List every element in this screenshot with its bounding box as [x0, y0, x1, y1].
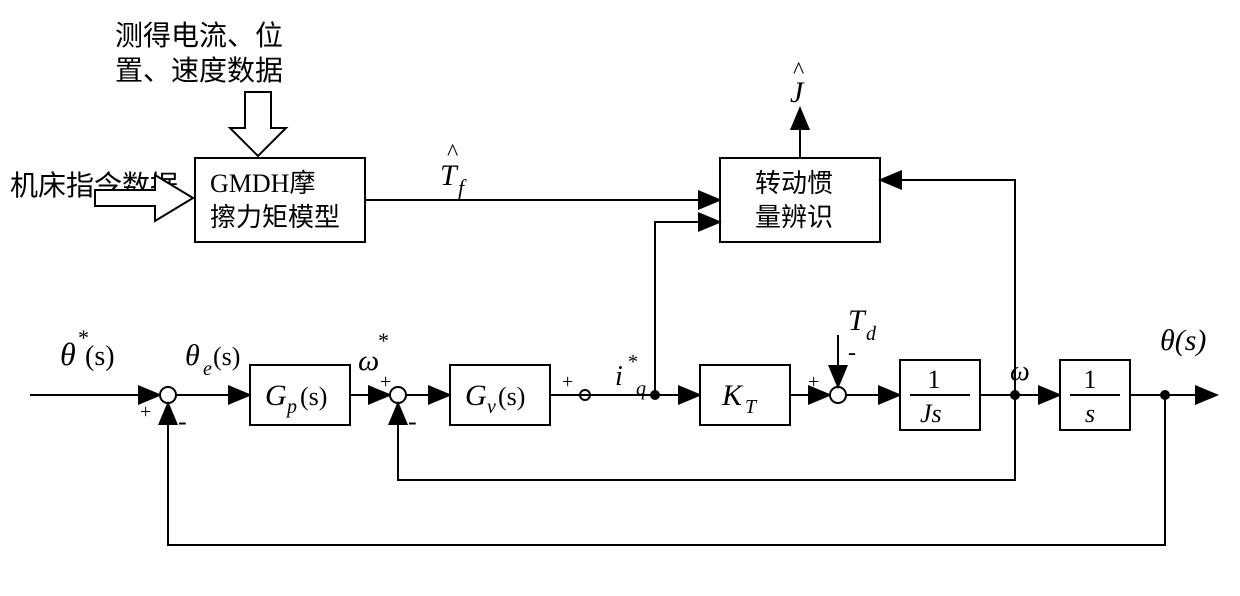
block-gmdh: GMDH摩 擦力矩模型 [195, 158, 365, 242]
label-theta-star: θ * (s) [60, 325, 115, 372]
svg-text:T: T [848, 304, 867, 337]
sign-sum2-minus: - [408, 407, 417, 436]
label-j-hat: ^ J [790, 58, 805, 109]
label-theta-out: θ(s) [1160, 324, 1206, 357]
svg-text:T: T [440, 159, 459, 192]
svg-text:G: G [465, 379, 487, 412]
svg-text:(s): (s) [213, 342, 240, 371]
svg-text:θ: θ [185, 339, 200, 372]
label-measured-data-b: 置、速度数据 [115, 55, 283, 87]
block-gv: G v (s) [450, 365, 550, 425]
svg-text:e: e [203, 358, 212, 380]
svg-text:T: T [745, 396, 758, 418]
svg-text:1: 1 [928, 365, 941, 394]
inertia-text-a: 转动惯 [755, 169, 833, 198]
label-theta-e: θ e (s) [185, 339, 240, 380]
svg-text:(s): (s) [85, 341, 115, 372]
svg-text:d: d [866, 323, 877, 345]
svg-text:Js: Js [920, 399, 942, 428]
svg-text:1: 1 [1084, 365, 1097, 394]
block-one-over-js: 1 Js [900, 360, 980, 430]
sign-sum3-plus: + [808, 371, 819, 393]
label-measured-data-a: 测得电流、位 [115, 20, 283, 52]
sign-sum1-minus: - [178, 407, 187, 436]
sum-node-3 [830, 387, 846, 403]
svg-text:i: i [615, 361, 623, 392]
sign-after-gv: + [562, 371, 573, 393]
svg-text:(s): (s) [498, 382, 525, 411]
svg-text:*: * [378, 328, 389, 353]
sum-node-2 [390, 387, 406, 403]
sum-node-1 [160, 387, 176, 403]
svg-text:v: v [487, 396, 496, 418]
block-kt: K T [700, 365, 790, 425]
svg-text:f: f [458, 175, 467, 200]
svg-text:ω: ω [358, 344, 379, 377]
label-omega-star: ω * [358, 328, 389, 377]
block-one-over-s: 1 s [1060, 360, 1130, 430]
svg-text:J: J [790, 76, 805, 109]
svg-text:K: K [721, 379, 744, 412]
gmdh-text-a: GMDH摩 [210, 169, 315, 198]
svg-text:s: s [1085, 399, 1095, 428]
svg-text:(s): (s) [300, 382, 327, 411]
block-inertia: 转动惯 量辨识 [720, 158, 880, 242]
label-tf-hat: ^ T f [440, 140, 467, 200]
svg-text:p: p [285, 396, 297, 418]
sign-sum1-plus: + [140, 401, 151, 423]
sign-sum3-minus: - [848, 340, 856, 366]
inertia-text-b: 量辨识 [755, 203, 833, 232]
label-td: T d [848, 304, 877, 345]
label-iq-star: i * q [615, 351, 646, 400]
open-arrow-down [230, 92, 286, 156]
svg-text:G: G [265, 379, 287, 412]
label-omega: ω [1010, 356, 1030, 387]
svg-text:θ: θ [60, 336, 76, 372]
block-gp: G p (s) [250, 365, 350, 425]
svg-text:*: * [628, 351, 638, 373]
sign-sum2-plus: + [380, 371, 391, 393]
gmdh-text-b: 擦力矩模型 [210, 203, 340, 232]
svg-text:q: q [636, 378, 646, 400]
